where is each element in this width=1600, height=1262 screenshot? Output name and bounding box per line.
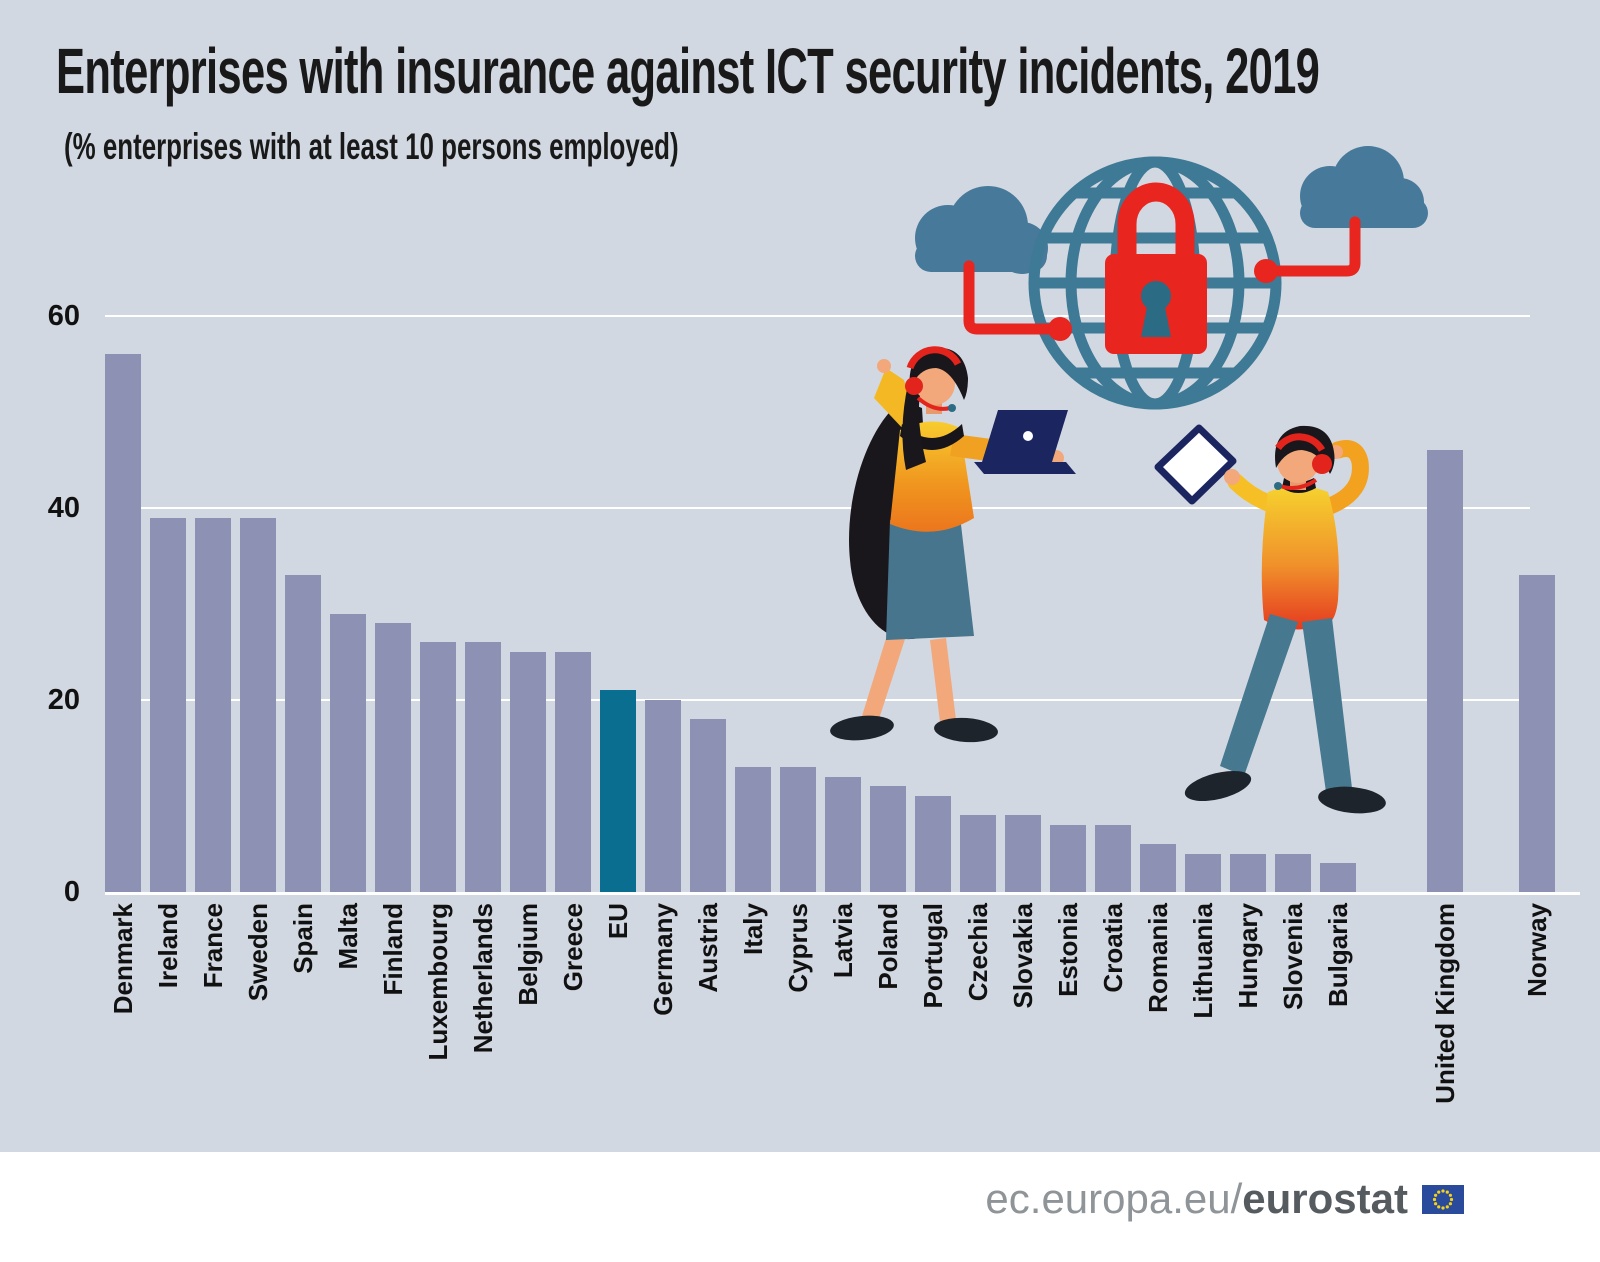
x-axis-label: Luxembourg bbox=[423, 903, 453, 1061]
x-axis-label: Austria bbox=[693, 903, 723, 993]
footer: ec.europa.eu/eurostat bbox=[0, 1152, 1600, 1262]
bar bbox=[1185, 853, 1221, 892]
gridline bbox=[105, 315, 1530, 317]
footer-url-bold: eurostat bbox=[1242, 1175, 1408, 1222]
x-axis-label: Hungary bbox=[1233, 903, 1263, 1009]
x-axis-label: Croatia bbox=[1098, 903, 1128, 993]
y-axis-label: 60 bbox=[47, 300, 80, 332]
bar bbox=[1275, 853, 1311, 892]
bar bbox=[1320, 863, 1356, 892]
bar bbox=[960, 815, 996, 892]
y-axis-label: 0 bbox=[63, 876, 80, 908]
chart-subtitle: (% enterprises with at least 10 persons … bbox=[64, 126, 679, 167]
bar bbox=[1230, 853, 1266, 892]
x-axis-label: Portugal bbox=[918, 903, 948, 1009]
bar bbox=[915, 796, 951, 892]
page-title: Enterprises with insurance against ICT s… bbox=[56, 35, 1320, 107]
bar bbox=[1005, 815, 1041, 892]
gridline bbox=[105, 699, 1530, 701]
chart-panel: Enterprises with insurance against ICT s… bbox=[0, 0, 1600, 1152]
x-axis-label: Ireland bbox=[153, 903, 183, 989]
x-axis-label: Spain bbox=[288, 903, 318, 974]
x-axis-label: Bulgaria bbox=[1323, 903, 1353, 1008]
x-axis-label: Greece bbox=[558, 903, 588, 992]
x-axis-label: Belgium bbox=[513, 903, 543, 1006]
x-axis-label: France bbox=[198, 903, 228, 989]
bar bbox=[1140, 844, 1176, 892]
x-axis-label: Czechia bbox=[963, 903, 993, 1002]
bar bbox=[735, 767, 771, 892]
bar bbox=[1050, 824, 1086, 892]
y-axis-label: 40 bbox=[47, 492, 80, 524]
x-axis-label: Italy bbox=[738, 903, 768, 956]
bar bbox=[150, 517, 186, 892]
x-axis-label: Netherlands bbox=[468, 903, 498, 1054]
x-axis-label: Slovenia bbox=[1278, 903, 1308, 1010]
bar bbox=[1095, 824, 1131, 892]
x-axis-label: Poland bbox=[873, 903, 903, 990]
x-axis-label: Lithuania bbox=[1188, 903, 1218, 1019]
bar bbox=[510, 652, 546, 892]
x-axis-label: Slovakia bbox=[1008, 903, 1038, 1009]
bar bbox=[555, 652, 591, 892]
footer-url-prefix: ec.europa.eu/ bbox=[985, 1175, 1243, 1222]
x-axis-line bbox=[105, 892, 1580, 895]
bar bbox=[105, 354, 141, 892]
bar bbox=[330, 613, 366, 892]
eu-flag-icon bbox=[1422, 1184, 1464, 1214]
bar bbox=[240, 517, 276, 892]
x-axis-label: Finland bbox=[378, 903, 408, 996]
x-axis-label: Latvia bbox=[828, 903, 858, 979]
eurostat-brand: ec.europa.eu/eurostat bbox=[985, 1174, 1464, 1224]
x-axis-label: Germany bbox=[648, 903, 678, 1016]
x-axis-label: Estonia bbox=[1053, 903, 1083, 997]
bar bbox=[1427, 450, 1463, 892]
bar bbox=[195, 517, 231, 892]
bar bbox=[780, 767, 816, 892]
bar bbox=[1519, 575, 1555, 892]
x-axis-label: EU bbox=[603, 903, 633, 940]
bar bbox=[285, 575, 321, 892]
x-axis-label: Malta bbox=[333, 903, 363, 970]
x-axis-label: United Kingdom bbox=[1430, 903, 1460, 1104]
bar bbox=[375, 623, 411, 892]
x-axis-label: Norway bbox=[1522, 903, 1552, 997]
bar-eu-highlight bbox=[600, 690, 636, 892]
bar bbox=[825, 776, 861, 892]
bar-chart: 0 20 40 60 Denmark Ireland France Sweden Spain Ma… bbox=[47, 300, 1580, 1104]
y-axis-label: 20 bbox=[47, 684, 80, 716]
bar bbox=[420, 642, 456, 892]
bar bbox=[690, 719, 726, 892]
bar bbox=[870, 786, 906, 892]
x-axis-label: Romania bbox=[1143, 903, 1173, 1013]
bar bbox=[465, 642, 501, 892]
bar bbox=[645, 700, 681, 892]
x-axis-label: Sweden bbox=[243, 903, 273, 1002]
x-axis-label: Cyprus bbox=[783, 903, 813, 993]
gridline bbox=[105, 507, 1530, 509]
x-axis-label: Denmark bbox=[108, 903, 138, 1015]
